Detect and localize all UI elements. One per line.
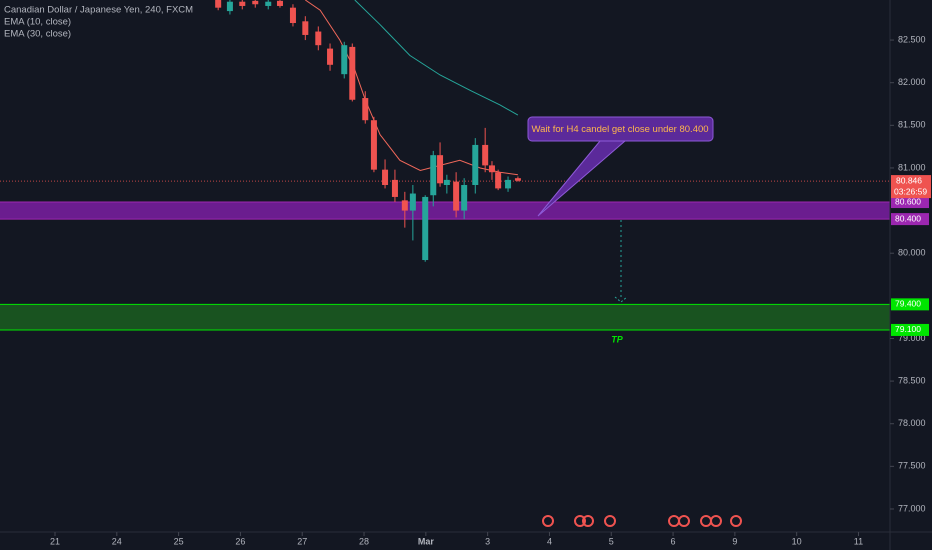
candle-body xyxy=(239,1,246,6)
y-tick-label: 77.500 xyxy=(898,461,926,471)
y-tick-label: 81.000 xyxy=(898,162,926,172)
event-icons xyxy=(542,515,742,527)
axes: 77.000 77.500 78.000 78.500 79.000 80.000 81.0… xyxy=(50,34,931,546)
candle-body xyxy=(488,165,495,173)
callout-box xyxy=(527,116,714,142)
candle-body xyxy=(437,155,444,184)
candle-body xyxy=(409,193,416,211)
candle-body xyxy=(391,179,398,197)
zone-price-label: 79.100 xyxy=(895,324,921,334)
last-price-tag xyxy=(891,175,931,199)
zone-price-tag xyxy=(891,213,929,226)
x-tick-label: 21 xyxy=(50,536,60,546)
x-tick-label: 28 xyxy=(359,536,369,546)
candle-body xyxy=(430,155,437,196)
candle-body xyxy=(302,21,309,35)
ema-line xyxy=(354,0,519,116)
x-tick-label: 11 xyxy=(854,536,863,546)
ema-line xyxy=(305,0,518,176)
y-tick-label: 81.500 xyxy=(898,120,926,130)
x-tick-label: 9 xyxy=(732,536,737,546)
zone-price-tag xyxy=(891,323,929,336)
candle-body xyxy=(453,181,460,211)
candle-body xyxy=(349,46,356,100)
x-tick-label: 4 xyxy=(547,536,552,546)
candle-body xyxy=(422,196,429,261)
candle-body xyxy=(315,31,322,46)
y-tick-label: 82.000 xyxy=(898,77,926,87)
candle-body xyxy=(327,48,334,65)
zone xyxy=(0,202,890,220)
candle-body xyxy=(370,120,377,170)
tp-label: TP xyxy=(611,334,623,344)
y-tick-label: 80.000 xyxy=(898,248,926,258)
x-tick-label: 26 xyxy=(235,536,245,546)
candle-body xyxy=(495,172,502,189)
candle-body xyxy=(252,0,259,5)
candle-body xyxy=(215,0,222,8)
candle-body xyxy=(382,169,389,186)
candle-body xyxy=(341,45,348,75)
zone-price-tag xyxy=(891,298,929,311)
x-tick-label: 10 xyxy=(792,536,802,546)
x-tick-label: Mar xyxy=(418,536,435,546)
candle-body xyxy=(289,7,296,24)
candle-body xyxy=(401,200,408,211)
candle-body xyxy=(276,0,283,6)
zone-price-tag xyxy=(891,196,929,209)
legend-ema30: EMA (30, close) xyxy=(4,29,71,40)
x-tick-label: 25 xyxy=(174,536,184,546)
zone-price-label: 80.400 xyxy=(895,213,921,223)
candle-body xyxy=(226,1,233,12)
target-arrow-head xyxy=(614,296,628,303)
zone-price-label: 79.400 xyxy=(895,299,921,309)
candle-body xyxy=(265,1,272,6)
candle-body xyxy=(362,98,369,121)
candle-body xyxy=(514,178,521,181)
candle-body xyxy=(505,179,512,189)
x-tick-label: 24 xyxy=(112,536,122,546)
y-tick-label: 77.000 xyxy=(898,503,926,513)
callout-text: Wait for H4 candel get close under 80.40… xyxy=(531,124,708,135)
y-tick-label: 78.500 xyxy=(898,375,926,385)
candle-body xyxy=(472,144,479,186)
legend-ema10: EMA (10, close) xyxy=(4,17,71,28)
candle-body xyxy=(482,144,489,166)
candle-body xyxy=(461,185,468,211)
y-tick-label: 82.500 xyxy=(898,34,926,44)
last-price-label: 80.846 xyxy=(896,175,922,185)
plot-area xyxy=(0,0,890,331)
zone-price-label: 80.600 xyxy=(895,196,921,206)
legend-symbol: Canadian Dollar / Japanese Yen, 240, FXC… xyxy=(4,5,193,16)
candle-body xyxy=(443,179,450,186)
zone xyxy=(0,304,890,330)
y-tick-label: 79.000 xyxy=(898,333,926,343)
x-tick-label: 5 xyxy=(609,536,614,546)
countdown: 03:26:59 xyxy=(894,186,927,196)
x-tick-label: 27 xyxy=(297,536,307,546)
x-tick-label: 6 xyxy=(671,536,676,546)
y-tick-label: 78.000 xyxy=(898,418,926,428)
x-tick-label: 3 xyxy=(485,536,490,546)
